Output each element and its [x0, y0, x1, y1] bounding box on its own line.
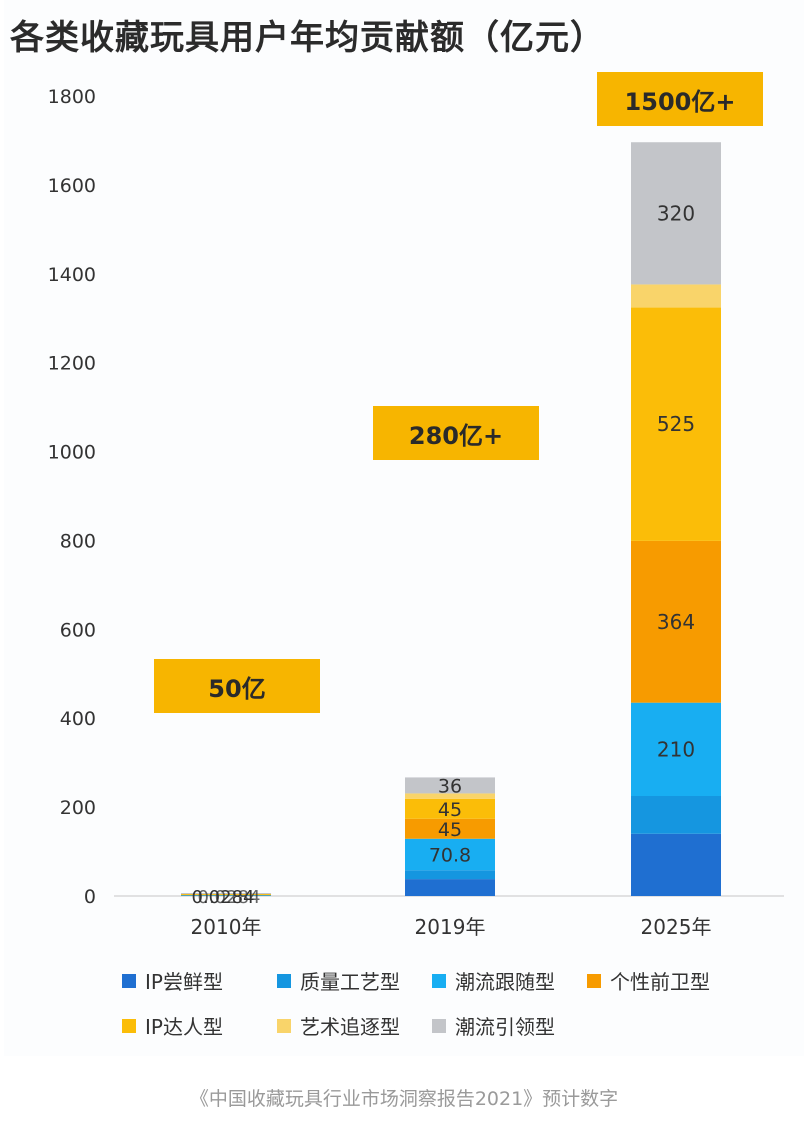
data-label: 45 — [438, 799, 462, 821]
bar-segment — [631, 142, 721, 285]
legend-label: 潮流引领型 — [455, 1015, 555, 1039]
legend-item: 潮流引领型 — [432, 1011, 587, 1040]
bar-segment — [631, 833, 721, 896]
data-label: 364 — [657, 610, 695, 634]
x-tick-label: 2025年 — [641, 915, 712, 939]
data-label: 210 — [657, 737, 695, 761]
bar-segment — [405, 838, 495, 871]
legend-swatch — [277, 973, 291, 988]
callout-2019: 280亿+ — [373, 406, 539, 460]
data-label: 70.8 — [429, 844, 471, 866]
bar-segment — [631, 284, 721, 308]
legend-label: 潮流跟随型 — [455, 970, 555, 994]
bar-segment — [405, 793, 495, 799]
legend-label: 个性前卫型 — [610, 970, 710, 994]
data-label-overlap: 0.0284 — [192, 887, 255, 908]
y-tick-label: 0 — [84, 886, 96, 908]
callout-2010: 50亿 — [154, 659, 320, 713]
bar-segment — [631, 702, 721, 796]
legend-item: 潮流跟随型 — [432, 966, 587, 995]
bar-segment — [405, 870, 495, 880]
legend-item: IP达人型 — [122, 1011, 277, 1040]
bar-segment — [405, 818, 495, 839]
legend-swatch — [587, 973, 601, 988]
stacked-bar-chart: 0 200 400 600 800 1000 1200 1400 1600 1800 70.8 45… — [48, 86, 784, 939]
legend-label: 质量工艺型 — [300, 970, 400, 994]
x-axis: 2010年 2019年 2025年 — [191, 915, 712, 939]
chart-title: 各类收藏玩具用户年均贡献额（亿元） — [10, 18, 605, 58]
legend-item: 个性前卫型 — [587, 966, 742, 995]
y-tick-label: 200 — [60, 797, 96, 819]
legend-swatch — [432, 1018, 446, 1033]
legend: IP尝鲜型 质量工艺型 潮流跟随型 个性前卫型 IP达人型 艺术追逐型 潮流引领型 — [122, 966, 782, 1040]
source-caption: 《中国收藏玩具行业市场洞察报告2021》预计数字 — [189, 1088, 619, 1110]
bar-segment — [405, 798, 495, 819]
data-label: 320 — [657, 201, 695, 225]
x-tick-label: 2010年 — [191, 915, 262, 939]
callout-2025: 1500亿+ — [597, 72, 763, 126]
x-tick-label: 2019年 — [415, 915, 486, 939]
legend-item: 质量工艺型 — [277, 966, 432, 995]
bar-segment — [181, 893, 271, 894]
bar-segment — [405, 879, 495, 896]
legend-swatch — [122, 973, 136, 988]
legend-swatch — [122, 1018, 136, 1033]
legend-item: 艺术追逐型 — [277, 1011, 432, 1040]
bar-segment — [181, 894, 271, 896]
data-label-overlap: 0.0284 — [198, 887, 261, 908]
y-tick-label: 1800 — [48, 86, 96, 108]
bar-segment — [181, 893, 271, 895]
data-label: 36 — [438, 775, 462, 797]
y-tick-label: 1000 — [48, 442, 96, 464]
y-tick-label: 800 — [60, 530, 96, 552]
legend-label: IP达人型 — [145, 1015, 223, 1039]
y-tick-label: 1600 — [48, 175, 96, 197]
legend-item: IP尝鲜型 — [122, 966, 277, 995]
legend-label: 艺术追逐型 — [300, 1015, 400, 1039]
legend-swatch — [432, 973, 446, 988]
y-tick-label: 600 — [60, 619, 96, 641]
y-tick-label: 1200 — [48, 353, 96, 375]
data-label: 45 — [438, 819, 462, 841]
legend-label: IP尝鲜型 — [145, 970, 223, 994]
bar-segment — [405, 777, 495, 794]
chart-panel: 各类收藏玩具用户年均贡献额（亿元） 0 200 400 600 800 1000 1200 1… — [4, 0, 804, 1056]
y-tick-label: 400 — [60, 708, 96, 730]
bar-segment — [631, 796, 721, 834]
legend-swatch — [277, 1018, 291, 1033]
y-tick-label: 1400 — [48, 264, 96, 286]
data-label: 525 — [657, 412, 695, 436]
bar-segment — [631, 307, 721, 541]
bar-segment — [631, 540, 721, 703]
y-axis: 0 200 400 600 800 1000 1200 1400 1600 1800 — [48, 86, 96, 908]
